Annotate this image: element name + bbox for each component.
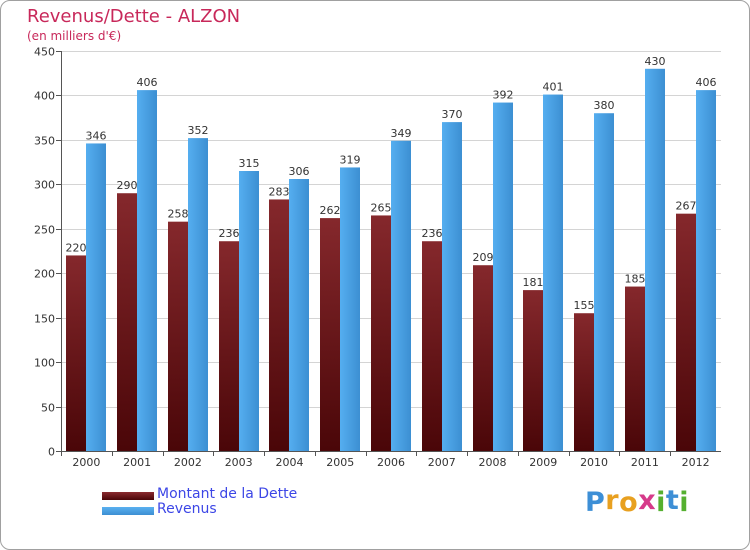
label-layer: 220 346 290 406 258 352 236 315 283 306 262 319 265 3… xyxy=(66,55,717,312)
chart-subtitle: (en milliers d'€) xyxy=(27,29,122,43)
logo-letter: r xyxy=(605,485,620,516)
x-tick-label: 2010 xyxy=(580,456,608,469)
bar-debt xyxy=(422,241,442,451)
legend-label-revenue: Revenus xyxy=(157,501,217,517)
bar-debt xyxy=(676,213,696,451)
bar-debt xyxy=(574,313,594,451)
bar-revenue xyxy=(645,68,665,452)
y-tick-label: 450 xyxy=(34,46,55,59)
data-label-revenue: 370 xyxy=(442,108,463,121)
bar-revenue xyxy=(188,138,208,451)
y-tick-label: 100 xyxy=(34,357,55,370)
x-tick-label: 2001 xyxy=(123,456,151,469)
bar-revenue xyxy=(493,102,513,452)
y-tick-label: 350 xyxy=(34,135,55,148)
bar-revenue xyxy=(391,140,411,451)
data-label-revenue: 401 xyxy=(543,81,564,94)
data-label-revenue: 306 xyxy=(289,165,310,178)
bar-debt xyxy=(66,255,86,451)
bar-debt xyxy=(320,218,340,451)
x-tick-label: 2002 xyxy=(174,456,202,469)
data-label-debt: 267 xyxy=(676,200,697,213)
bar-revenue xyxy=(696,90,716,451)
y-tick-label: 150 xyxy=(34,313,55,326)
bar-revenue xyxy=(86,143,106,451)
bar-revenue xyxy=(239,171,259,451)
proxiti-logo: Proxiti xyxy=(585,485,690,518)
data-label-revenue: 406 xyxy=(137,76,158,89)
data-label-revenue: 406 xyxy=(696,76,717,89)
x-tick-label: 2007 xyxy=(428,456,456,469)
logo-letter: t xyxy=(665,485,680,516)
data-label-revenue: 392 xyxy=(493,89,514,102)
bar-debt xyxy=(269,199,289,451)
y-tick-label: 300 xyxy=(34,179,55,192)
x-tick-label: 2009 xyxy=(529,456,557,469)
bar-revenue xyxy=(594,113,614,451)
data-label-debt: 236 xyxy=(219,227,240,240)
data-label-debt: 265 xyxy=(371,201,392,214)
data-label-debt: 209 xyxy=(473,251,494,264)
data-label-debt: 290 xyxy=(117,179,138,192)
bar-debt xyxy=(219,241,239,451)
y-tick-label: 200 xyxy=(34,268,55,281)
logo-letter: o xyxy=(619,487,639,518)
data-label-debt: 236 xyxy=(422,227,443,240)
data-label-debt: 155 xyxy=(574,299,595,312)
x-tick-label: 2005 xyxy=(326,456,354,469)
x-tick-label: 2012 xyxy=(682,456,710,469)
bar-debt xyxy=(371,215,391,451)
logo-letter: i xyxy=(656,487,666,518)
bar-debt xyxy=(168,221,188,451)
data-label-debt: 262 xyxy=(320,204,341,217)
x-tick-label: 2004 xyxy=(275,456,303,469)
bar-debt xyxy=(473,265,493,451)
y-tick-label: 250 xyxy=(34,224,55,237)
y-tick-label: 50 xyxy=(41,402,55,415)
bar-debt xyxy=(523,290,543,451)
x-tick-label: 2003 xyxy=(225,456,253,469)
data-label-debt: 220 xyxy=(66,241,87,254)
data-label-debt: 185 xyxy=(625,273,646,286)
data-label-debt: 181 xyxy=(523,276,544,289)
chart-title: Revenus/Dette - ALZON xyxy=(27,6,241,27)
data-label-debt: 283 xyxy=(269,185,290,198)
data-label-revenue: 319 xyxy=(340,153,361,166)
legend-swatch-debt xyxy=(102,492,154,500)
data-label-revenue: 315 xyxy=(239,157,260,170)
axis-layer: 0 50 100 150 200 250 300 350 400 450 2000 2001 2002 2… xyxy=(34,46,721,469)
data-label-revenue: 346 xyxy=(86,129,107,142)
bar-revenue xyxy=(137,90,157,451)
bar-debt xyxy=(117,193,137,451)
bar-revenue xyxy=(543,94,563,452)
bar-debt xyxy=(625,286,645,451)
logo-letter: i xyxy=(679,487,690,518)
data-label-revenue: 380 xyxy=(594,99,615,112)
logo-letter: P xyxy=(585,487,606,518)
legend-label-debt: Montant de la Dette xyxy=(157,486,298,502)
x-tick-label: 2011 xyxy=(631,456,659,469)
legend-swatch-revenue xyxy=(102,507,154,515)
bar-revenue xyxy=(340,167,360,451)
x-tick-label: 2000 xyxy=(72,456,100,469)
bar-revenue xyxy=(442,122,462,451)
x-tick-label: 2006 xyxy=(377,456,405,469)
data-label-revenue: 349 xyxy=(391,127,412,140)
bar-revenue xyxy=(289,179,309,451)
bar-layer xyxy=(66,68,716,452)
y-tick-label: 0 xyxy=(48,446,55,459)
data-label-debt: 258 xyxy=(168,208,189,221)
data-label-revenue: 430 xyxy=(645,55,666,68)
y-tick-label: 400 xyxy=(34,90,55,103)
data-label-revenue: 352 xyxy=(188,124,209,137)
logo-letter: x xyxy=(638,485,657,516)
x-tick-label: 2008 xyxy=(479,456,507,469)
